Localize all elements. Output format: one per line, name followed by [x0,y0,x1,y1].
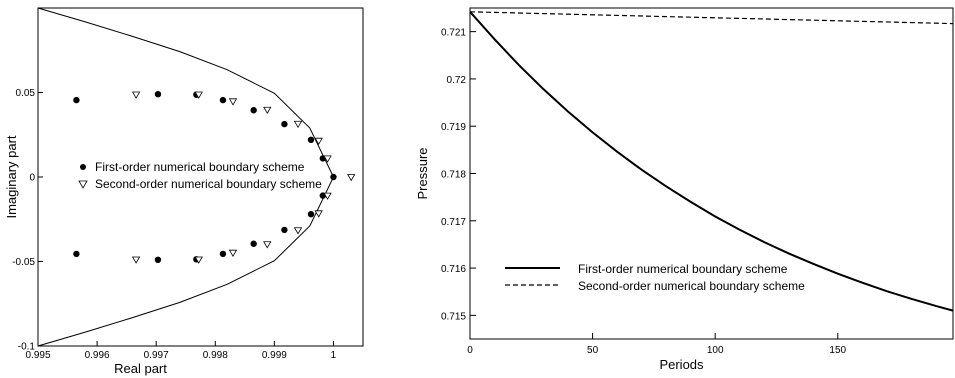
first-order-point [330,173,337,181]
first-order-point [154,90,162,98]
x-tick-label: 0.998 [203,350,228,361]
x-tick-label: 0.995 [25,350,50,361]
first-order-point [307,136,315,144]
x-tick-label: 1 [331,350,337,361]
first-order-point [250,240,257,247]
second-order-point [131,91,141,99]
x-tick-label: 150 [829,345,846,356]
x-tick-label: 0 [467,345,473,356]
second-order-line [469,11,954,25]
first-order-point [73,96,80,104]
pressure-chart: 0 50 100 150 0.7150.7160.7170.7180.7190.720… [415,7,954,372]
y-tick-label: 0.716 [441,264,466,275]
first-order-point [307,210,315,218]
x-tick-label: 0.997 [144,350,169,361]
second-order-point [263,241,272,249]
second-order-point [228,98,238,106]
first-order-point [281,120,288,128]
y-tick-label: 0 [29,173,35,184]
second-order-point [131,256,141,264]
x-tick-label: 0.999 [262,350,287,361]
second-order-point [263,106,272,115]
left-y-axis-label: Imaginary part [4,135,19,218]
x-tick-label: 0.996 [85,350,110,361]
y-tick-label: 0.717 [441,217,466,228]
left-legend-second: Second-order numerical boundary scheme [95,177,322,191]
eigenvalue-chart: 0.995 0.996 0.997 0.998 0.999 1 -0.1 -0.05 0 0.0… [4,7,364,376]
y-tick-label: 0.715 [441,311,466,322]
y-tick-label: -0.1 [18,342,36,353]
right-legend-second: Second-order numerical boundary scheme [578,279,805,293]
first-order-point [154,256,162,264]
second-order-point [194,256,203,264]
left-legend: First-order numerical boundary scheme Se… [78,160,322,191]
right-y-axis-label: Pressure [415,147,430,199]
legend-triangle-marker [78,180,88,189]
y-tick-label: 0.718 [441,170,466,181]
right-legend: First-order numerical boundary scheme Se… [505,262,805,293]
first-order-point [219,96,227,104]
right-legend-first: First-order numerical boundary scheme [578,262,788,276]
first-order-point [73,250,80,258]
second-order-point [228,249,238,258]
second-order-point [194,91,203,99]
first-order-point [219,250,227,258]
y-tick-label: 0.719 [441,122,466,133]
legend-circle-marker [80,164,86,170]
y-tick-label: 0.72 [447,75,467,86]
right-x-ticks: 0 50 100 150 [467,333,847,356]
left-y-ticks: -0.1 -0.05 0 0.05 [12,88,43,353]
left-x-axis-label: Real part [114,361,167,376]
right-x-axis-label: Periods [659,357,704,372]
second-order-point [323,192,332,200]
x-tick-label: 100 [707,345,724,356]
right-y-ticks: 0.715 0.716 0.717 0.718 0.719 0.72 0.721 [441,28,476,322]
left-legend-first: First-order numerical boundary scheme [95,160,305,174]
second-order-markers [131,91,356,264]
second-order-point [314,137,323,145]
y-tick-label: 0.05 [16,88,36,99]
first-order-line [469,11,954,312]
second-order-point [346,174,356,182]
second-order-point [314,210,323,218]
y-tick-label: -0.05 [12,257,35,268]
x-tick-label: 50 [587,345,599,356]
y-tick-label: 0.721 [441,28,466,39]
left-x-ticks: 0.995 0.996 0.997 0.998 0.999 1 [25,341,337,361]
first-order-point [250,107,257,114]
second-order-point [293,120,303,129]
second-order-point [323,155,332,163]
second-order-point [293,227,303,235]
first-order-point [281,226,288,234]
